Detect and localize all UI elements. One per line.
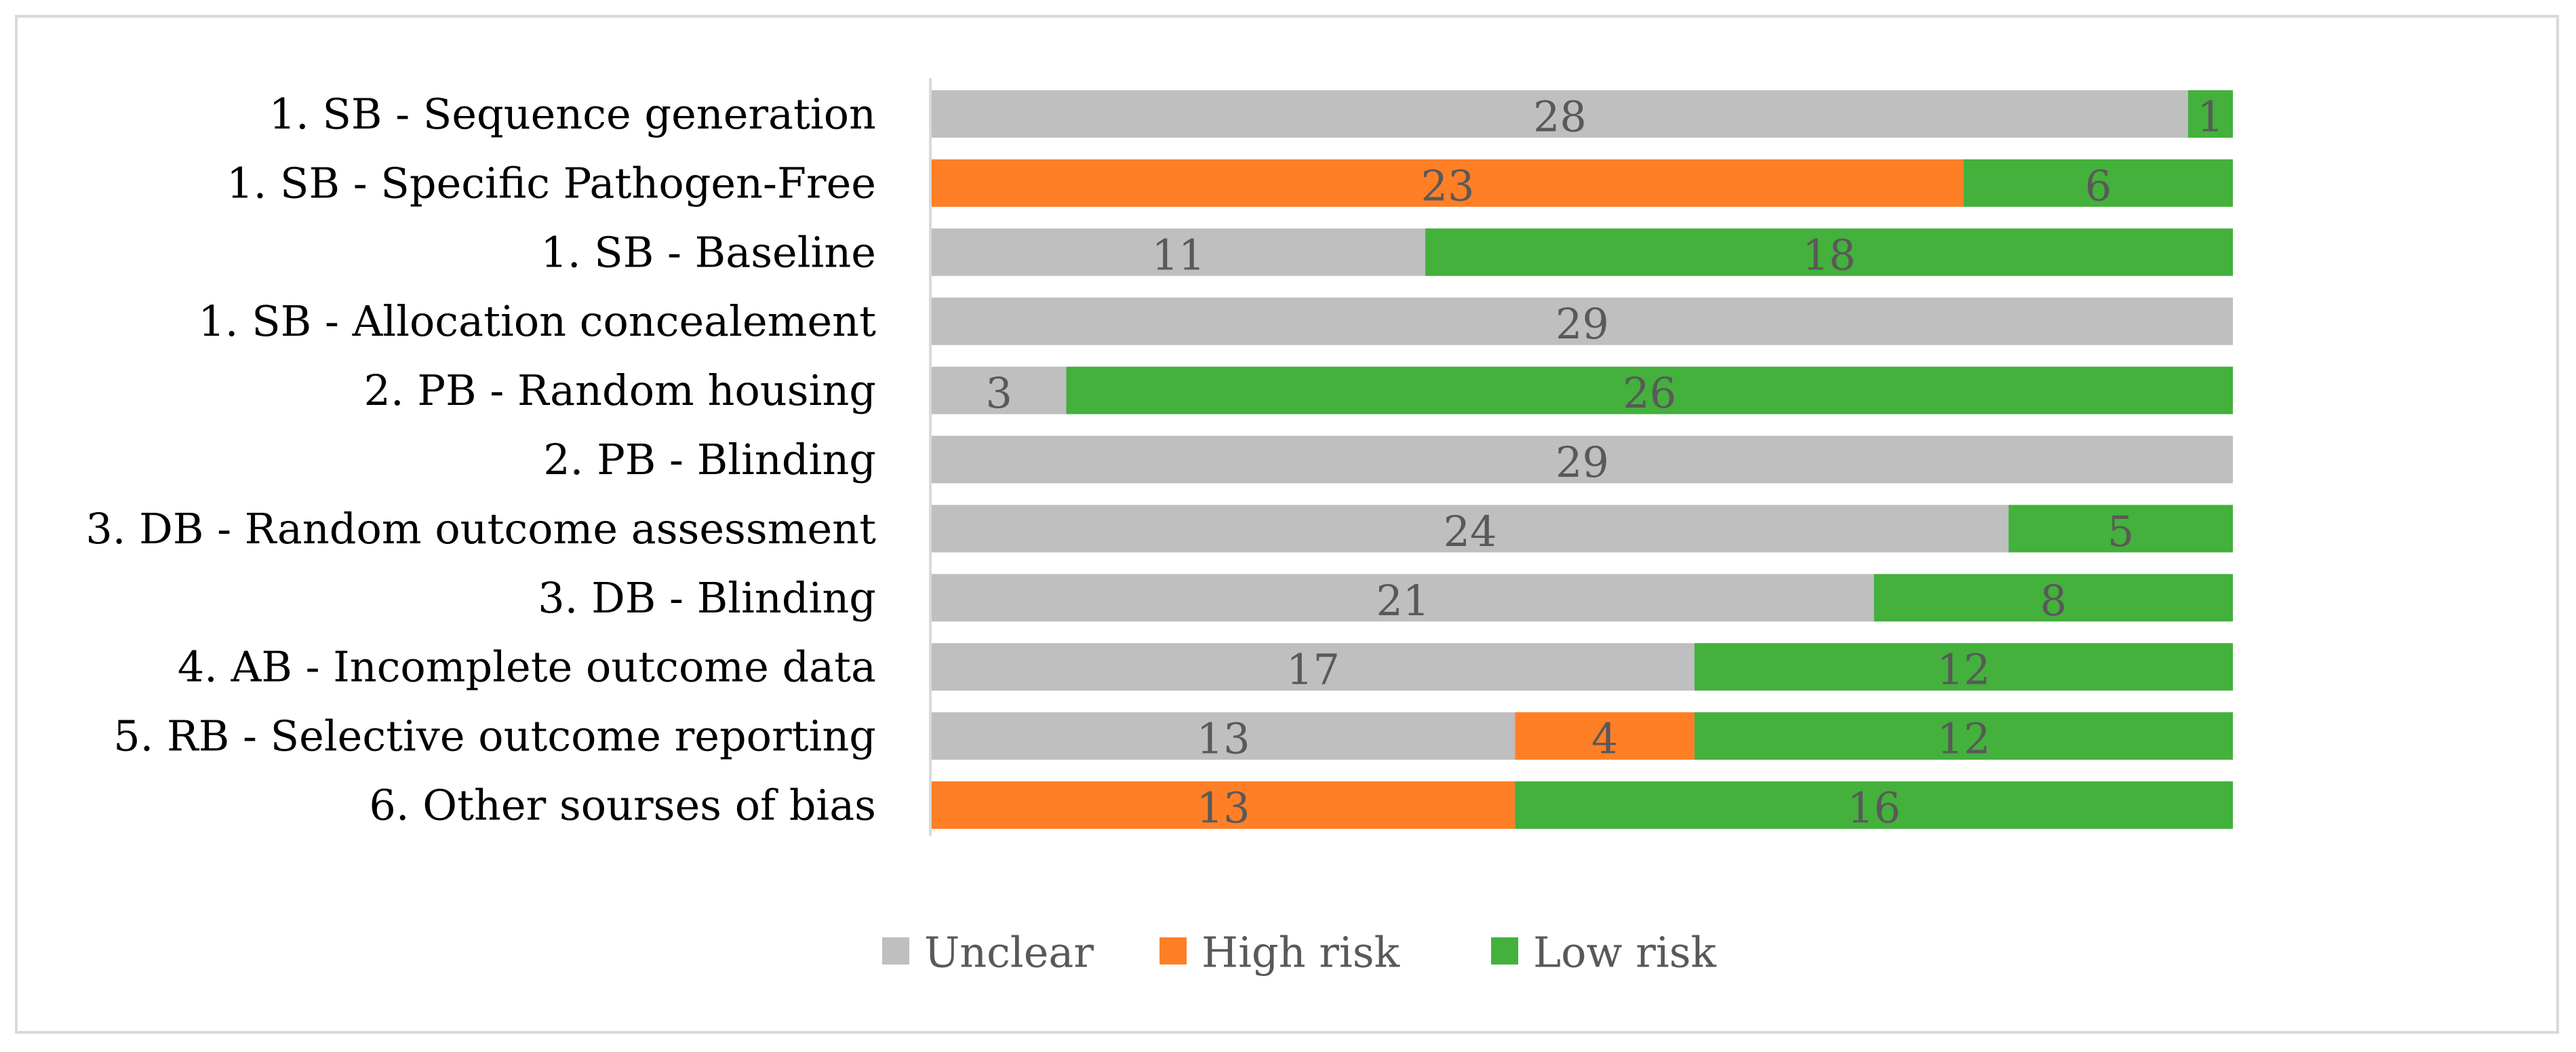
- bar-unclear: [932, 297, 2233, 345]
- bar-unclear: [932, 505, 2009, 553]
- category-label: 1. SB - Sequence generation: [269, 90, 876, 139]
- data-label: 5: [2107, 507, 2134, 556]
- bar-unclear: [932, 90, 2188, 138]
- bar-low-risk: [1963, 159, 2233, 207]
- data-labels: 28 1 23 6 11 18 29 3 26 29 24 5 21 8 17 12 13 4 12 13 16: [986, 92, 2224, 833]
- legend-swatch-high-risk: [1160, 937, 1187, 965]
- bar-high-risk: [932, 159, 1964, 207]
- data-label: 13: [1197, 783, 1250, 833]
- category-label: 3. DB - Random outcome assessment: [85, 504, 876, 553]
- data-label: 28: [1533, 92, 1587, 142]
- legend-label-high-risk: High risk: [1202, 928, 1400, 977]
- data-label: 23: [1421, 161, 1475, 210]
- data-label: 8: [2040, 576, 2067, 625]
- data-label: 1: [2197, 92, 2223, 142]
- bar-low-risk: [1874, 574, 2233, 622]
- bar-low-risk: [1694, 712, 2233, 760]
- bar-low-risk: [1694, 643, 2233, 691]
- data-label: 26: [1623, 368, 1676, 418]
- bar-unclear: [932, 435, 2233, 484]
- data-label: 6: [2085, 161, 2112, 210]
- legend-swatch-unclear: [882, 937, 909, 965]
- category-label: 2. PB - Blinding: [543, 435, 876, 484]
- bar-low-risk: [1425, 228, 2233, 276]
- bars: [932, 90, 2233, 829]
- bar-unclear: [932, 712, 1515, 760]
- data-label: 4: [1591, 714, 1618, 764]
- data-label: 21: [1376, 576, 1429, 625]
- category-label: 1. SB - Specific Pathogen-Free: [226, 158, 876, 208]
- bar-low-risk: [1066, 366, 2233, 414]
- bar-unclear: [932, 574, 1874, 622]
- legend-label-low-risk: Low risk: [1533, 928, 1717, 977]
- data-label: 13: [1197, 714, 1250, 764]
- bar-high-risk: [1515, 712, 1695, 760]
- category-label: 3. DB - Blinding: [538, 573, 876, 623]
- data-label: 12: [1937, 714, 1991, 764]
- bar-unclear: [932, 366, 1067, 414]
- bar-low-risk: [2187, 90, 2233, 138]
- data-label: 3: [986, 368, 1012, 418]
- category-label: 2. PB - Random housing: [364, 366, 876, 415]
- category-label: 1. SB - Baseline: [540, 227, 876, 277]
- data-label: 12: [1937, 645, 1991, 695]
- category-label: 4. AB - Incomplete outcome data: [178, 642, 876, 692]
- bar-low-risk: [2008, 505, 2233, 553]
- data-label: 11: [1151, 230, 1205, 279]
- category-label: 5. RB - Selective outcome reporting: [113, 712, 876, 761]
- data-label: 24: [1444, 507, 1497, 556]
- data-label: 17: [1286, 645, 1340, 695]
- data-label: 29: [1555, 299, 1609, 349]
- legend-swatch-low-risk: [1491, 937, 1518, 965]
- bar-low-risk: [1515, 781, 2233, 829]
- bar-high-risk: [932, 781, 1515, 829]
- data-label: 16: [1847, 783, 1901, 833]
- data-label: 29: [1555, 437, 1609, 487]
- category-label: 1. SB - Allocation concealement: [198, 296, 876, 346]
- data-label: 18: [1802, 230, 1856, 279]
- bar-unclear: [932, 228, 1425, 276]
- category-labels: 1. SB - Sequence generation 1. SB - Speci…: [85, 90, 876, 830]
- legend: Unclear High risk Low risk: [882, 928, 1717, 977]
- bar-unclear: [932, 643, 1695, 691]
- category-label: 6. Other sourses of bias: [369, 781, 876, 830]
- legend-label-unclear: Unclear: [924, 928, 1094, 977]
